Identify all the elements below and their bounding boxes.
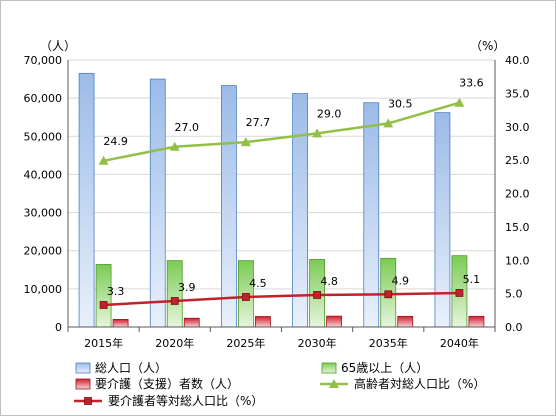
x-tick-label: 2020年 xyxy=(155,336,194,350)
line-marker xyxy=(454,97,465,107)
bar xyxy=(326,315,342,328)
series-line xyxy=(103,291,460,307)
x-tick-label: 2025年 xyxy=(226,336,265,350)
y-left-tick-label: 30,000 xyxy=(24,207,63,220)
data-label: 4.5 xyxy=(249,277,267,290)
y-right-unit: （%） xyxy=(470,39,505,53)
bar xyxy=(183,317,200,328)
data-label: 3.9 xyxy=(178,281,196,294)
y-right-tick-label: 40.0 xyxy=(505,54,530,67)
bar xyxy=(255,316,271,328)
bar xyxy=(112,318,129,328)
bar xyxy=(434,112,451,328)
line-marker xyxy=(170,297,179,305)
y-right-tick-label: 35.0 xyxy=(505,87,530,100)
y-right-tick-label: 30.0 xyxy=(505,121,530,134)
y-left-tick-label: 60,000 xyxy=(24,92,63,105)
line-marker xyxy=(99,301,108,309)
legend-label: 65歳以上（人） xyxy=(341,361,428,375)
data-label: 27.7 xyxy=(246,116,271,129)
legend-swatch xyxy=(75,378,91,390)
y-right-tick-label: 5.0 xyxy=(505,288,523,301)
data-label: 27.0 xyxy=(175,121,200,134)
line-marker xyxy=(313,291,321,299)
bar xyxy=(292,93,308,328)
line-marker xyxy=(384,290,393,299)
x-tick-label: 2035年 xyxy=(369,336,408,350)
line-marker xyxy=(240,137,251,147)
data-label: 3.3 xyxy=(107,285,125,298)
x-tick-label: 2040年 xyxy=(440,336,479,350)
line-marker xyxy=(169,141,180,151)
y-right-tick-label: 10.0 xyxy=(505,254,530,267)
line-marker xyxy=(98,155,109,165)
data-label: 30.5 xyxy=(388,97,413,110)
series-line xyxy=(103,101,460,163)
x-tick-label: 2015年 xyxy=(84,336,123,350)
y-left-tick-label: 0 xyxy=(55,321,62,334)
legend-swatch xyxy=(321,362,337,374)
line-marker xyxy=(242,293,250,301)
data-label: 4.9 xyxy=(392,274,410,287)
legend-label: 総人口（人） xyxy=(95,361,167,375)
line-marker xyxy=(312,128,323,138)
line-marker xyxy=(455,289,464,297)
bars-layer xyxy=(78,72,485,328)
line-marker xyxy=(383,118,394,128)
y-left-unit: （人） xyxy=(40,39,76,53)
bar xyxy=(221,85,237,328)
lines-layer: 24.9 27.0 27.7 29.0 30.5 33.6 3.3 3.9 4.5 4.8 4.9 5… xyxy=(98,77,484,309)
y-left-tick-label: 20,000 xyxy=(24,245,63,258)
bar xyxy=(149,78,166,328)
data-label: 24.9 xyxy=(103,135,128,148)
bar xyxy=(468,315,485,328)
legend-marker xyxy=(84,397,92,405)
y-left-tick-label: 10,000 xyxy=(24,283,63,296)
y-right-tick-label: 15.0 xyxy=(505,221,530,234)
data-label: 29.0 xyxy=(317,107,342,120)
legend-marker xyxy=(329,379,339,388)
y-right-tick-label: 25.0 xyxy=(505,154,530,167)
data-label: 33.6 xyxy=(459,77,484,90)
y-left-tick-label: 40,000 xyxy=(24,168,63,181)
legend-label: 要介護者等対総人口比（%） xyxy=(108,393,263,408)
y-left-tick-label: 70,000 xyxy=(24,54,63,67)
legend: 総人口（人） 65歳以上（人） 要介護（支援）者数（人） 高齢者対総人口比（%） 要介護… xyxy=(74,361,485,408)
bar xyxy=(397,315,414,328)
y-right-tick-label: 0.0 xyxy=(505,321,523,334)
legend-label: 高齢者対総人口比（%） xyxy=(354,376,485,391)
data-label: 5.1 xyxy=(463,273,481,286)
grid-lines xyxy=(68,59,495,290)
legend-swatch xyxy=(75,362,91,374)
y-left-tick-label: 50,000 xyxy=(24,130,63,143)
legend-label: 要介護（支援）者数（人） xyxy=(95,376,239,391)
data-label: 4.8 xyxy=(320,275,338,288)
x-tick-label: 2030年 xyxy=(298,336,337,350)
bar xyxy=(78,72,95,328)
axes-layer: 0 10,000 20,000 30,000 40,000 50,000 60,000 70,… xyxy=(24,39,530,350)
y-right-tick-label: 20.0 xyxy=(505,188,530,201)
